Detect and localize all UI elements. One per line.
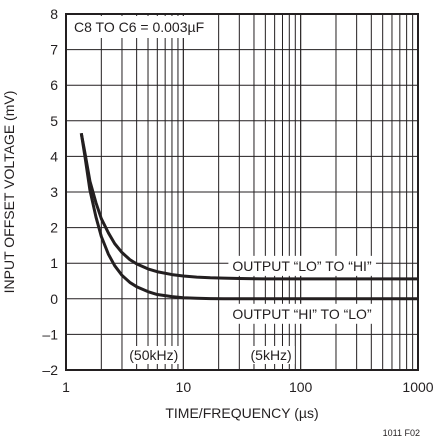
- x-tick-labels: 1 10 100 1000: [62, 379, 434, 395]
- y-tick-label: 3: [50, 184, 58, 200]
- y-tick-label: 6: [50, 77, 58, 93]
- band-5khz-label: (5kHz): [251, 347, 292, 363]
- figure-id: 1011 F02: [383, 428, 420, 438]
- y-tick-label: –2: [42, 362, 58, 378]
- x-tick-label: 100: [289, 379, 313, 395]
- y-tick-labels: –2 –1 0 1 2 3 4 5 6 7 8: [42, 6, 58, 378]
- condition-label: C8 TO C6 = 0.003µF: [74, 19, 204, 35]
- y-tick-label: 1: [50, 255, 58, 271]
- x-tick-label: 10: [176, 379, 192, 395]
- curve-label-hi-to-lo: OUTPUT “HI” TO “LO”: [232, 306, 372, 322]
- x-axis-label: TIME/FREQUENCY (µs): [165, 405, 318, 421]
- y-tick-label: 0: [50, 291, 58, 307]
- y-axis-label: INPUT OFFSET VOLTAGE (mV): [1, 91, 17, 294]
- y-tick-label: 7: [50, 42, 58, 58]
- y-tick-label: –1: [42, 326, 58, 342]
- x-tick-label: 1: [62, 379, 70, 395]
- x-tick-label: 1000: [402, 379, 433, 395]
- y-tick-label: 5: [50, 113, 58, 129]
- curve-label-lo-to-hi: OUTPUT “LO” TO “HI”: [232, 258, 372, 274]
- annotation-label-group: C8 TO C6 = 0.003µF (50kHz) (5kHz) OUTPUT “L…: [70, 16, 376, 364]
- band-50khz-label: (50kHz): [129, 347, 178, 363]
- y-tick-label: 2: [50, 220, 58, 236]
- y-tick-label: 4: [50, 148, 58, 164]
- y-tick-label: 8: [50, 6, 58, 22]
